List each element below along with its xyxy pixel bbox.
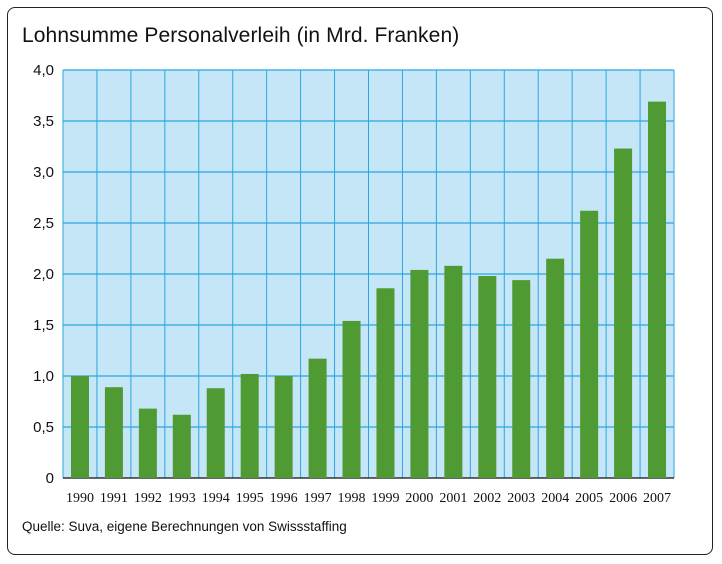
x-tick-label: 2007 <box>643 491 671 506</box>
x-tick-label: 2001 <box>439 491 467 506</box>
y-tick-label: 4,0 <box>33 62 54 79</box>
x-tick-label: 2006 <box>609 491 637 506</box>
x-tick-label: 1995 <box>236 491 264 506</box>
y-tick-label: 0 <box>46 470 54 487</box>
x-tick-label: 1993 <box>168 491 196 506</box>
x-tick-label: 1996 <box>270 491 298 506</box>
bar-1991 <box>104 387 123 478</box>
x-tick-label: 1990 <box>66 491 94 506</box>
bar-2004 <box>546 258 565 478</box>
y-tick-label: 1,0 <box>33 368 54 385</box>
x-tick-label: 2002 <box>473 491 501 506</box>
source-note: Quelle: Suva, eigene Berechnungen von Sw… <box>22 519 347 534</box>
x-tick-label: 1994 <box>202 491 230 506</box>
x-tick-label: 1998 <box>338 491 366 506</box>
y-tick-label: 3,0 <box>33 164 54 181</box>
y-tick-label: 1,5 <box>33 317 54 334</box>
y-tick-label: 2,0 <box>33 266 54 283</box>
chart-title: Lohnsumme Personalverleih (in Mrd. Frank… <box>22 24 460 47</box>
x-tick-label: 2000 <box>405 491 433 506</box>
bar-2003 <box>512 280 531 478</box>
y-tick-label: 2,5 <box>33 215 54 232</box>
x-tick-label: 1997 <box>304 491 332 506</box>
x-axis-ticks: 1990 1991 1992 1993 1994 1995 1996 1997 1998 1999… <box>66 491 671 506</box>
x-tick-label: 1999 <box>371 491 399 506</box>
bar-2001 <box>444 265 463 478</box>
bar-2007 <box>648 101 667 479</box>
bar-1997 <box>308 358 327 478</box>
x-tick-label: 1991 <box>100 491 128 506</box>
bar-1993 <box>172 414 191 478</box>
bar-1990 <box>70 376 89 478</box>
bar-1996 <box>274 376 293 478</box>
bar-1995 <box>240 373 259 478</box>
bar-2006 <box>614 148 633 479</box>
bar-2000 <box>410 269 429 478</box>
y-tick-label: 3,5 <box>33 113 54 130</box>
y-axis-ticks: 0 0,5 1,0 1,5 2,0 2,5 3,0 3,5 4,0 <box>33 62 54 487</box>
bar-2005 <box>580 210 599 478</box>
bars <box>70 101 667 479</box>
y-tick-label: 0,5 <box>33 419 54 436</box>
x-tick-label: 2005 <box>575 491 603 506</box>
bar-1999 <box>376 288 395 478</box>
x-tick-label: 2004 <box>541 491 569 506</box>
bar-2002 <box>478 276 497 478</box>
bar-1994 <box>206 388 225 478</box>
x-tick-label: 2003 <box>507 491 535 506</box>
bar-1992 <box>138 408 157 478</box>
bar-1998 <box>342 320 361 478</box>
grid-lines <box>62 69 675 479</box>
x-tick-label: 1992 <box>134 491 162 506</box>
